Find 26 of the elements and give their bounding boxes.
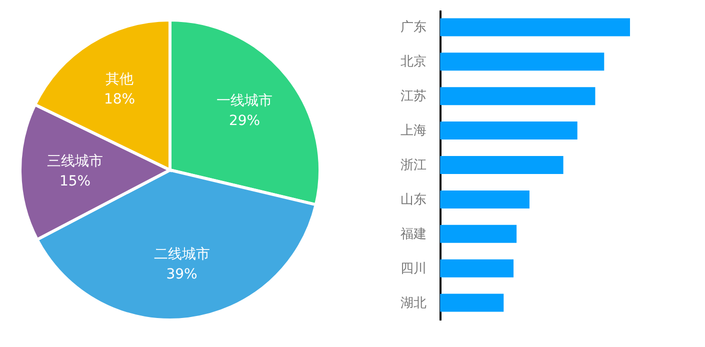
y-tick-label: 四川	[400, 261, 426, 276]
slice-label: 其他	[106, 72, 134, 88]
bar	[440, 224, 517, 243]
bar	[440, 122, 578, 140]
bar	[440, 52, 604, 71]
bar	[440, 87, 596, 106]
y-tick-label: 北京	[400, 54, 426, 70]
slice-label: 二线城市	[154, 246, 210, 262]
y-tick-label: 山东	[400, 192, 426, 208]
data-label: 15%	[59, 173, 91, 190]
y-tick-label: 广东	[400, 20, 426, 36]
y-tick-label: 浙江	[400, 158, 426, 173]
data-label: 18%	[104, 92, 136, 108]
bar	[440, 18, 630, 36]
bar	[440, 259, 514, 278]
y-tick-label: 湖北	[400, 296, 426, 311]
y-tick-label: 江苏	[400, 89, 426, 104]
data-label: 39%	[166, 266, 198, 282]
slice-label: 三线城市	[47, 153, 104, 170]
bar	[440, 156, 564, 174]
slice-label: 一线城市	[216, 93, 273, 110]
y-tick-label: 上海	[400, 124, 426, 139]
bar	[440, 190, 530, 208]
bar	[440, 294, 504, 312]
y-tick-label: 福建	[400, 226, 426, 242]
data-label: 29%	[228, 113, 260, 130]
